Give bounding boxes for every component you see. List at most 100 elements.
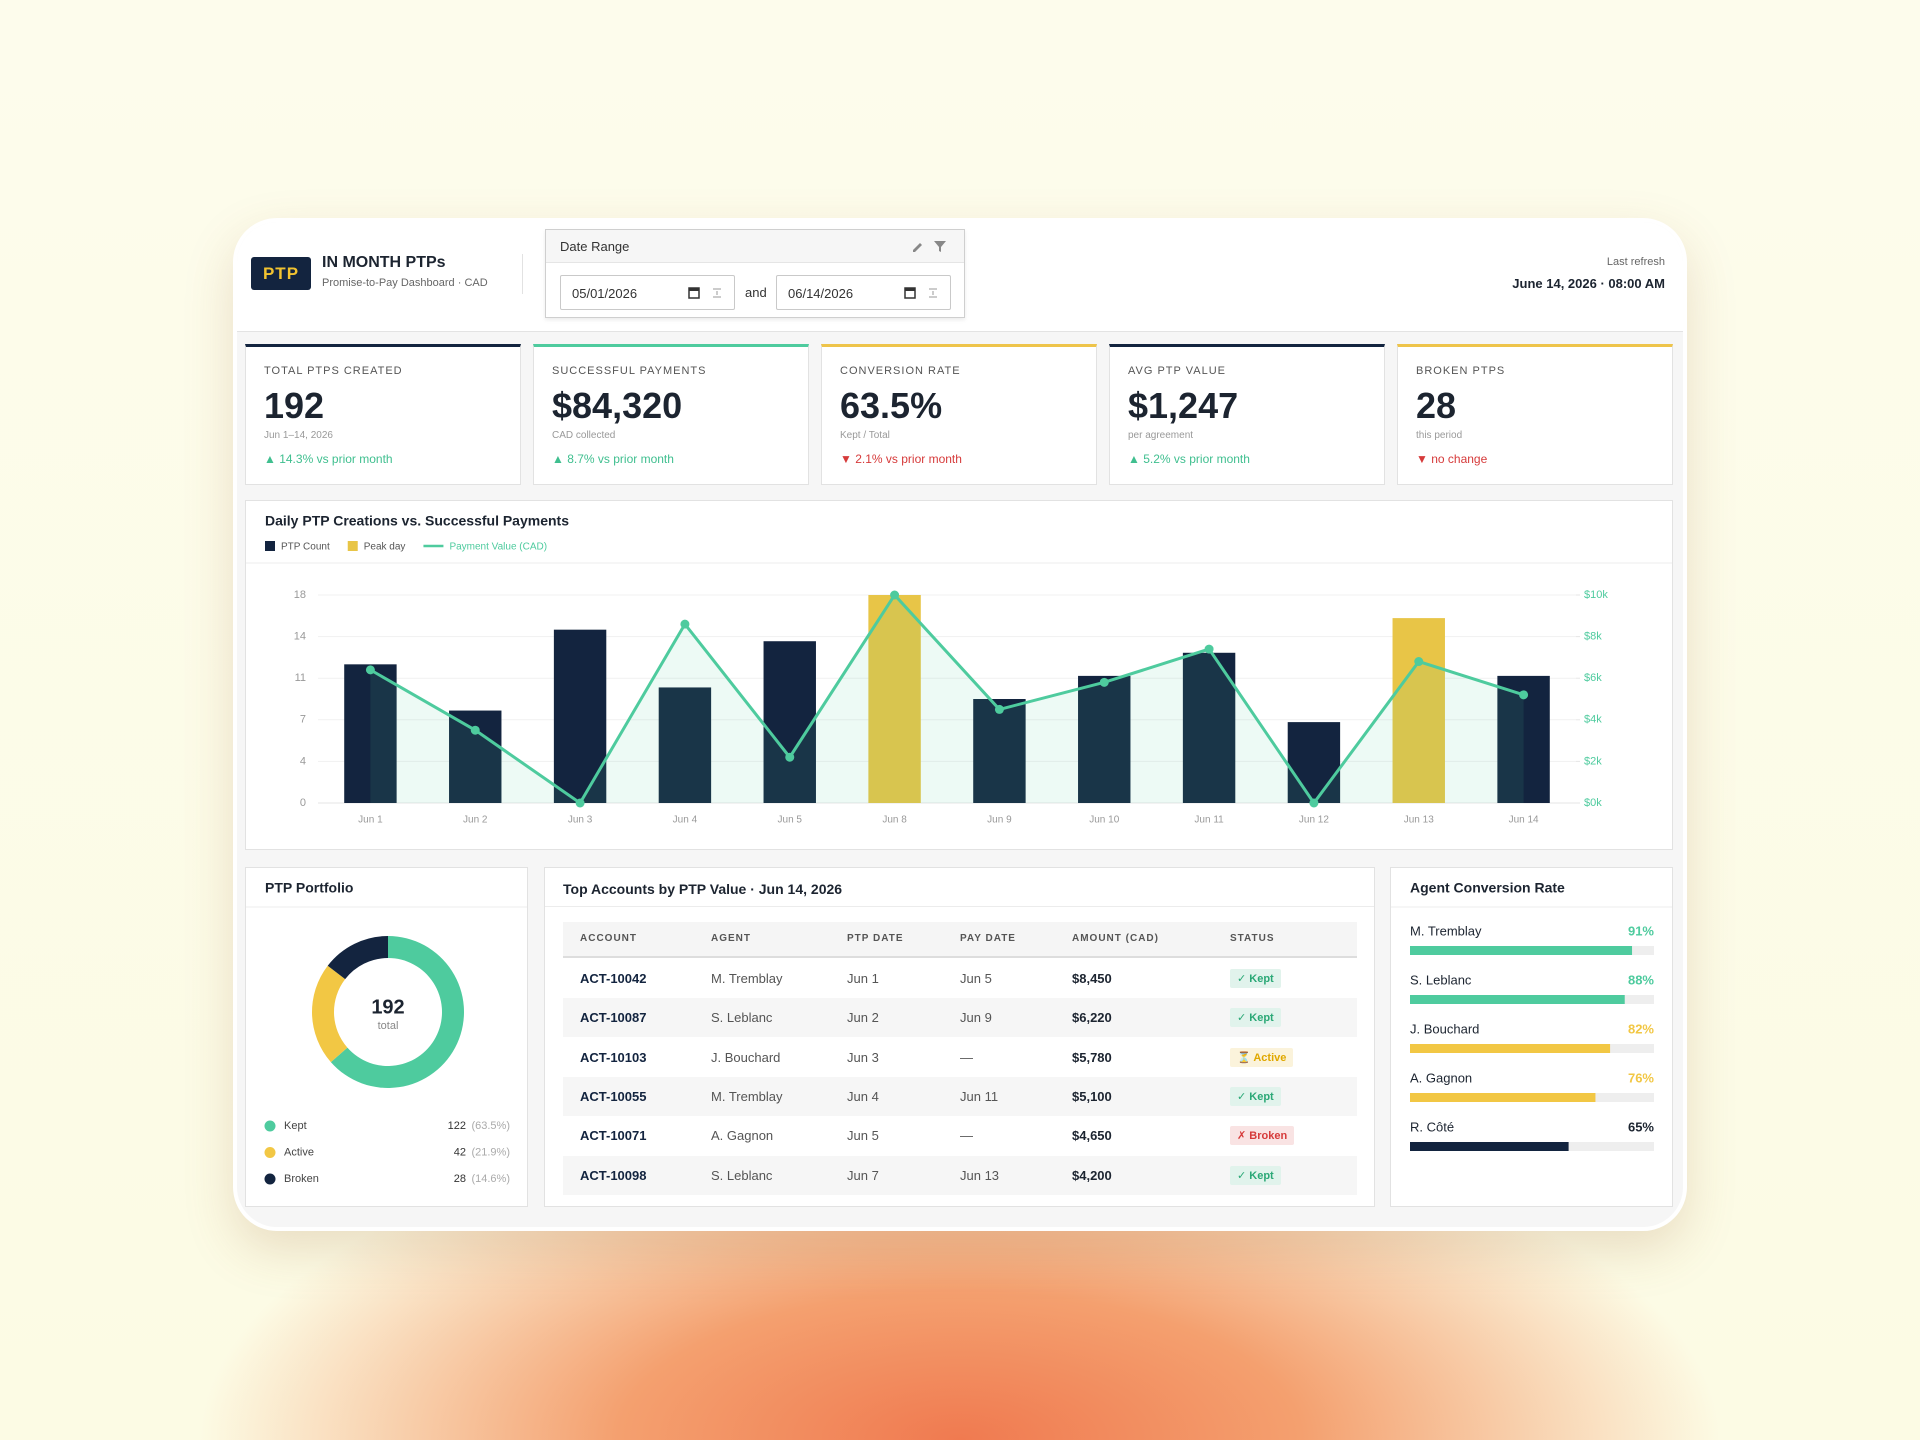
date-joiner: and [745,285,767,300]
bar [1182,652,1236,803]
y2-tick-label: $10k [1584,589,1608,601]
table-header [563,922,1357,958]
donut-center-label: total [378,1020,399,1032]
refresh-time: June 14, 2026 · 08:00 AM [1512,276,1665,291]
table-row [563,1037,1357,1077]
agent-card: Agent Conversion Rate M. Tremblay 91% S. Le… [1390,867,1673,1207]
y2-tick-label: $8k [1584,631,1602,643]
card-title: PTP Portfolio [265,880,353,896]
kpi-label: AVG PTP VALUE [1128,365,1226,377]
donut-slice [312,965,348,1063]
y-tick-label: 0 [300,797,306,809]
kpi-label: SUCCESSFUL PAYMENTS [552,365,707,377]
x-tick-label: Jun 3 [568,815,593,826]
panel-icons[interactable] [910,238,954,254]
accounts-card: Top Accounts by PTP Value · Jun 14, 2026… [544,867,1375,1207]
bar [1410,1093,1596,1102]
y2-tick-label: $6k [1584,672,1602,684]
bar [1078,675,1131,803]
kpi-delta: ▼ no change [1416,452,1488,466]
column-header: AMOUNT (CAD) [1072,933,1159,944]
line-point [1204,644,1214,654]
card-title: Top Accounts by PTP Value · Jun 14, 2026 [563,881,843,897]
table-cell: M. Tremblay [711,971,783,986]
bar [658,687,712,803]
bar [344,664,397,803]
table-cell: Jun 4 [847,1088,879,1104]
kpi-card: TOTAL PTPS CREATED 192 Jun 1–14, 2026 ▲ 14.… [245,344,521,485]
bar [763,641,816,803]
kpi-value: 63.5% [840,385,943,426]
legend-share: (63.5%) [471,1120,510,1132]
legend-label: PTP Count [281,542,330,553]
line-point [575,798,585,808]
kpi-value: 28 [1416,385,1457,426]
account-id: ACT-10055 [580,1088,647,1104]
kpi-note: CAD collected [552,430,616,441]
x-tick-label: Jun 8 [882,815,907,826]
divider [522,254,523,294]
refresh-label: Last refresh [1606,256,1665,268]
date-input-to[interactable]: 06/14/2026 [776,275,951,310]
legend-swatch [265,541,275,551]
column-header: PAY DATE [960,933,1016,944]
status-badge: ✓ Kept [1230,969,1281,988]
x-tick-label: Jun 2 [463,815,488,826]
kpi-label: BROKEN PTPS [1416,365,1506,377]
table-cell: Jun 5 [960,971,992,986]
table-row [563,1155,1357,1195]
table-cell: $4,200 [1072,1167,1112,1183]
y-tick-label: 14 [294,631,306,643]
kpi-note: Jun 1–14, 2026 [264,430,333,441]
table-cell: $5,100 [1072,1088,1112,1104]
line-point [1414,657,1424,667]
combo-chart-card: Daily PTP Creations vs. Successful Payme… [245,500,1673,850]
x-tick-label: Jun 11 [1194,815,1224,826]
filter-icon[interactable] [934,241,946,252]
agent-rate: 65% [1628,1119,1654,1134]
kpi-card: AVG PTP VALUE $1,247 per agreement ▲ 5.2% v… [1109,344,1385,485]
date-range-label: Date Range [560,239,630,254]
table-cell: — [960,1049,973,1065]
bar [1392,618,1445,803]
table-cell: $6,220 [1072,1010,1112,1026]
edit-icon[interactable] [913,243,922,252]
x-tick-label: Jun 13 [1404,815,1434,826]
table-cell: M. Tremblay [711,1088,783,1104]
agent-name: J. Bouchard [1410,1021,1479,1036]
agent-name: A. Gagnon [1410,1070,1472,1085]
legend-dot [264,1147,276,1158]
date-range-panel: Date Range 05/01/2026 and 06/14/2026 [545,229,965,318]
line-point [680,619,690,629]
kpi-value: $1,247 [1128,385,1239,426]
table-cell: — [960,1128,973,1144]
line-point [890,590,900,600]
account-id: ACT-10087 [580,1010,647,1026]
legend-share: (21.9%) [471,1146,510,1158]
agent-chart: Agent Conversion Rate M. Tremblay 91% S. Le… [1391,880,1672,1151]
date-input-from[interactable]: 05/01/2026 [560,275,735,310]
badge: PTP [251,257,311,290]
separator [545,906,1374,907]
table-cell: Jun 9 [960,1010,992,1026]
table-row [563,1116,1357,1156]
x-tick-label: Jun 12 [1299,815,1329,826]
line-point [1519,690,1529,700]
status-badge: ✓ Kept [1230,1165,1281,1185]
agent-rate: 91% [1628,923,1654,938]
kpi-value: 192 [264,385,325,426]
account-id: ACT-10103 [580,1049,647,1065]
table-cell: $8,450 [1072,971,1112,986]
agent-rate: 82% [1628,1021,1654,1036]
portfolio-card: PTP Portfolio 192 total Kept 122 (63.5%) Activ… [245,867,528,1207]
legend-value: 42 [454,1146,466,1158]
table-cell: Jun 11 [960,1088,999,1104]
chart-title: Daily PTP Creations vs. Successful Payme… [265,513,569,529]
x-tick-label: Jun 10 [1089,815,1119,826]
line-point [1309,798,1319,808]
kpi-delta: ▼ 2.1% vs prior month [840,452,962,466]
legend-label: Active [284,1146,314,1158]
table-cell: S. Leblanc [711,1167,773,1183]
date-icons [688,287,721,299]
